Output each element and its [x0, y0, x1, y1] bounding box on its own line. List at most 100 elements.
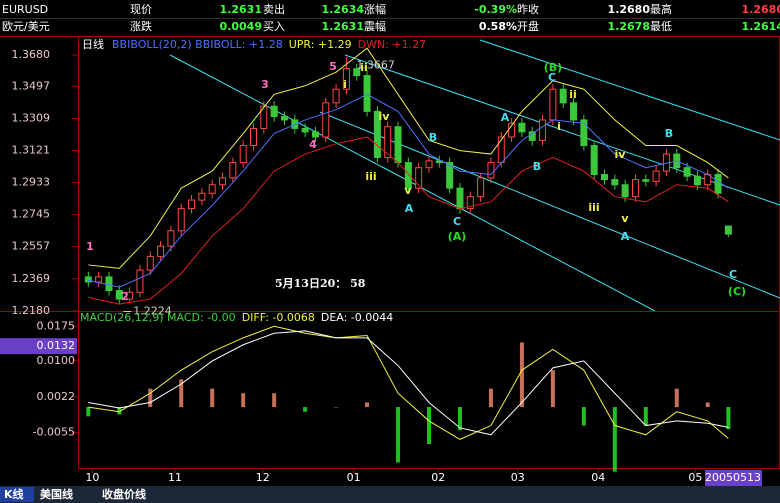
macd-bar	[612, 407, 617, 472]
wave-label: B	[429, 131, 437, 144]
legend-entry: UPR: +1.29	[289, 38, 352, 51]
candle-body	[539, 119, 547, 141]
wave-label: 5	[329, 60, 337, 73]
candle-body	[208, 184, 216, 194]
candle-body	[621, 184, 629, 198]
candle-body	[384, 126, 392, 158]
candle-body	[693, 175, 701, 186]
legend-title: 日线	[82, 37, 104, 51]
wave-label: iii	[588, 201, 599, 214]
candle-body	[446, 162, 454, 189]
header-label: 现价	[130, 3, 152, 16]
macd-bar	[303, 407, 308, 412]
y-tick-label: 1.3680	[12, 48, 51, 61]
header-value: 1.2634	[322, 3, 365, 16]
candle-body	[229, 162, 237, 179]
candle-body	[570, 102, 578, 121]
candle-body	[549, 88, 557, 121]
wave-label: (C)	[728, 285, 746, 298]
channel-line	[169, 54, 656, 312]
candle-body	[95, 276, 103, 283]
wave-label: A	[501, 111, 510, 124]
wave-label: B	[533, 160, 541, 173]
candle-body	[301, 127, 309, 133]
x-tick-label: 04	[591, 471, 605, 484]
header-value: 1.2680	[742, 3, 780, 16]
candle-body	[219, 177, 227, 186]
wave-label: (A)	[448, 230, 467, 243]
candle-body	[404, 162, 412, 189]
x-tick-label: 12	[256, 471, 270, 484]
y-tick-label: 1.2180	[12, 304, 51, 317]
wave-label: C	[729, 268, 737, 281]
candle-body	[559, 88, 567, 104]
header-value: 0.0049	[220, 20, 262, 33]
candle-body	[342, 68, 350, 90]
plot-frame	[78, 36, 780, 469]
macd-bar	[581, 407, 586, 426]
macd-bar	[148, 388, 153, 408]
header-value: 1.2614	[742, 20, 780, 33]
candle-body	[126, 291, 134, 300]
header-label: 昨收	[517, 2, 539, 16]
legend-entry: BBIBOLL(20,2) BBIBOLL: +1.28	[112, 38, 283, 51]
macd-bar	[674, 388, 679, 408]
x-tick-label: 03	[511, 471, 525, 484]
macd-bar	[272, 393, 277, 408]
tab[interactable]: K线	[4, 487, 24, 501]
band-line	[88, 47, 729, 269]
legend-entry: DEA: -0.0044	[321, 311, 393, 324]
y-tick-label: 1.3497	[12, 79, 51, 92]
candle-body	[415, 167, 423, 189]
header-value: 1.2678	[608, 20, 650, 33]
macd-bar	[396, 407, 401, 463]
wave-label: 2	[121, 290, 129, 303]
date-box: 20050513	[705, 471, 761, 484]
x-tick-label: 05	[688, 471, 702, 484]
active-tab-bg	[0, 487, 34, 502]
macd-bar	[241, 393, 246, 408]
macd-bar	[334, 407, 339, 408]
wave-label: ii	[569, 88, 577, 101]
candle-body	[683, 167, 691, 177]
cursor-label: 0.0132	[37, 339, 76, 352]
candle-body	[188, 199, 196, 210]
candle-body	[466, 196, 474, 210]
candle-body	[373, 110, 381, 158]
candle-body	[260, 105, 268, 129]
wave-label: C	[453, 215, 461, 228]
macd-bar	[488, 388, 493, 408]
tab[interactable]: 美国线	[40, 487, 73, 501]
y-tick-label: 1.2933	[12, 176, 51, 189]
macd-bar	[427, 407, 431, 444]
x-tick-label: 01	[347, 471, 361, 484]
wave-label: i	[343, 78, 347, 91]
candle-body	[146, 255, 154, 271]
wave-label: iii	[365, 170, 376, 183]
x-tick-label: 02	[431, 471, 445, 484]
wave-label: (B)	[544, 61, 562, 74]
candle-body	[642, 179, 650, 182]
tab-bar	[0, 486, 780, 503]
y-tick-label: 0.0175	[37, 319, 76, 332]
candle-body	[601, 174, 608, 181]
candle-body	[322, 102, 330, 138]
macd-bar	[726, 407, 731, 430]
y-tick-label: 1.3121	[12, 143, 51, 156]
y-tick-label: 1.2745	[12, 208, 51, 221]
wave-label: i	[557, 120, 561, 133]
header-label: 欧元/美元	[2, 20, 50, 33]
candle-body	[590, 145, 598, 176]
candle-body	[631, 179, 639, 198]
header-value: 0.58%	[479, 20, 517, 33]
tab[interactable]: 收盘价线	[102, 487, 146, 501]
candle-body	[250, 127, 257, 147]
band-line	[88, 136, 729, 305]
legend-entry: DWN: +1.27	[358, 38, 427, 51]
candle-body	[198, 192, 206, 201]
wave-label: 1	[86, 240, 94, 253]
y-tick-label: 0.0022	[37, 390, 76, 403]
candle-body	[280, 116, 288, 121]
